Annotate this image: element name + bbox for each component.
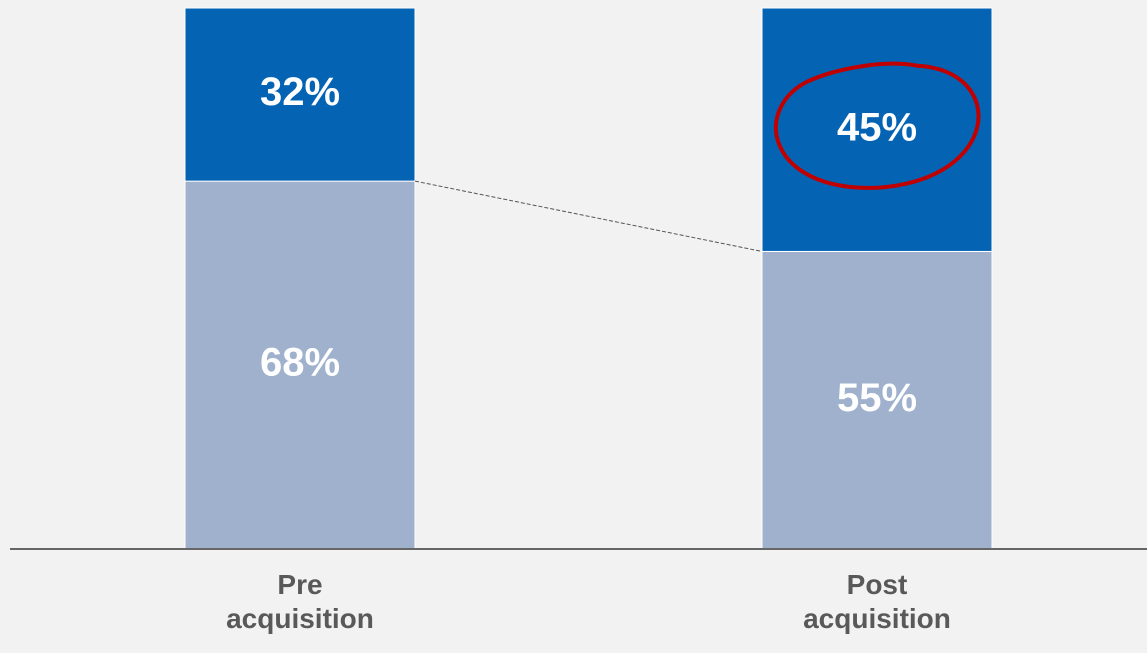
x-tick-label: Post acquisition xyxy=(803,569,951,634)
connector-line xyxy=(414,180,763,252)
x-tick-label: Pre acquisition xyxy=(226,569,374,634)
value-label: 68% xyxy=(260,341,340,385)
bar-segment xyxy=(761,7,993,252)
value-label: 32% xyxy=(260,70,340,114)
value-label: 55% xyxy=(837,376,917,420)
bar-segment xyxy=(184,7,416,182)
bar-segment xyxy=(184,180,416,550)
value-label: 45% xyxy=(837,105,917,149)
highlight-circle xyxy=(773,61,981,190)
